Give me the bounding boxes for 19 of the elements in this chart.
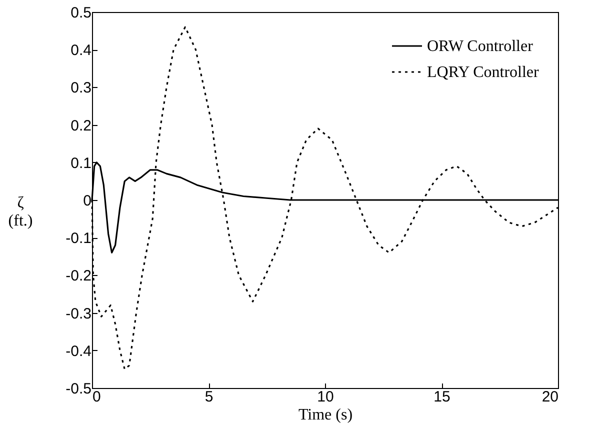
y-tick-label: -0.5 [66,380,92,398]
y-tick-label: -0.4 [66,342,92,360]
x-tick-label: 10 [317,388,334,406]
legend-label: LQRY Controller [427,64,540,81]
y-tick-label: -0.2 [66,268,92,285]
y-tick-label: 0.5 [70,4,92,22]
x-axis-title: Time (s) [298,406,353,424]
y-tick-label: 0.4 [70,42,92,60]
x-tick-label: 20 [542,388,558,406]
x-tick-label: 15 [434,388,450,406]
y-tick-label: -0.1 [66,230,92,248]
y-tick-label: 0.1 [70,154,92,172]
x-tick-label: 5 [204,388,214,406]
legend-label: ORW Controller [427,38,534,55]
y-axis-title: ζ (ft.) [8,194,33,230]
y-tick-label: 0.2 [70,117,92,134]
y-tick-label: 0 [83,192,92,210]
y-tick-label: 0.3 [70,80,92,97]
y-tick-label: -0.3 [66,305,92,322]
